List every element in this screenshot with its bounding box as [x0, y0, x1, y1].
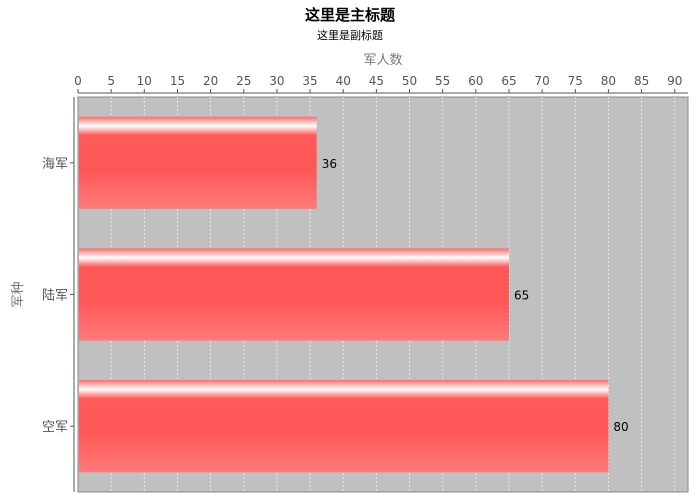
x-tick-label: 70 — [534, 74, 549, 88]
chart-subtitle: 这里是副标题 — [317, 29, 383, 42]
x-tick-label: 0 — [74, 74, 82, 88]
x-tick-label: 60 — [468, 74, 483, 88]
x-tick-label: 25 — [236, 74, 251, 88]
y-tick-label: 空军 — [42, 420, 68, 435]
x-tick-label: 90 — [667, 74, 682, 88]
x-tick-label: 5 — [107, 74, 115, 88]
x-tick-label: 80 — [601, 74, 616, 88]
x-tick-label: 35 — [302, 74, 317, 88]
y-tick-label: 海军 — [42, 157, 68, 172]
x-tick-label: 20 — [203, 74, 218, 88]
x-tick-label: 40 — [336, 74, 351, 88]
x-tick-label: 10 — [137, 74, 152, 88]
bar — [79, 248, 509, 341]
y-axis-label: 军种 — [11, 281, 26, 307]
x-tick-label: 30 — [269, 74, 284, 88]
x-tick-label: 55 — [435, 74, 450, 88]
chart-title: 这里是主标题 — [304, 6, 395, 24]
y-tick-label: 陆军 — [42, 288, 68, 304]
data-label: 65 — [514, 289, 529, 303]
bar — [79, 116, 317, 209]
x-tick-label: 45 — [369, 74, 384, 88]
data-label: 36 — [322, 157, 337, 171]
x-tick-label: 15 — [170, 74, 185, 88]
x-tick-label: 65 — [501, 74, 516, 88]
x-tick-label: 75 — [568, 74, 583, 88]
x-tick-label: 85 — [634, 74, 649, 88]
bar — [79, 380, 609, 473]
x-axis-label: 军人数 — [363, 53, 402, 68]
data-label: 80 — [613, 420, 628, 434]
x-tick-label: 50 — [402, 74, 417, 88]
